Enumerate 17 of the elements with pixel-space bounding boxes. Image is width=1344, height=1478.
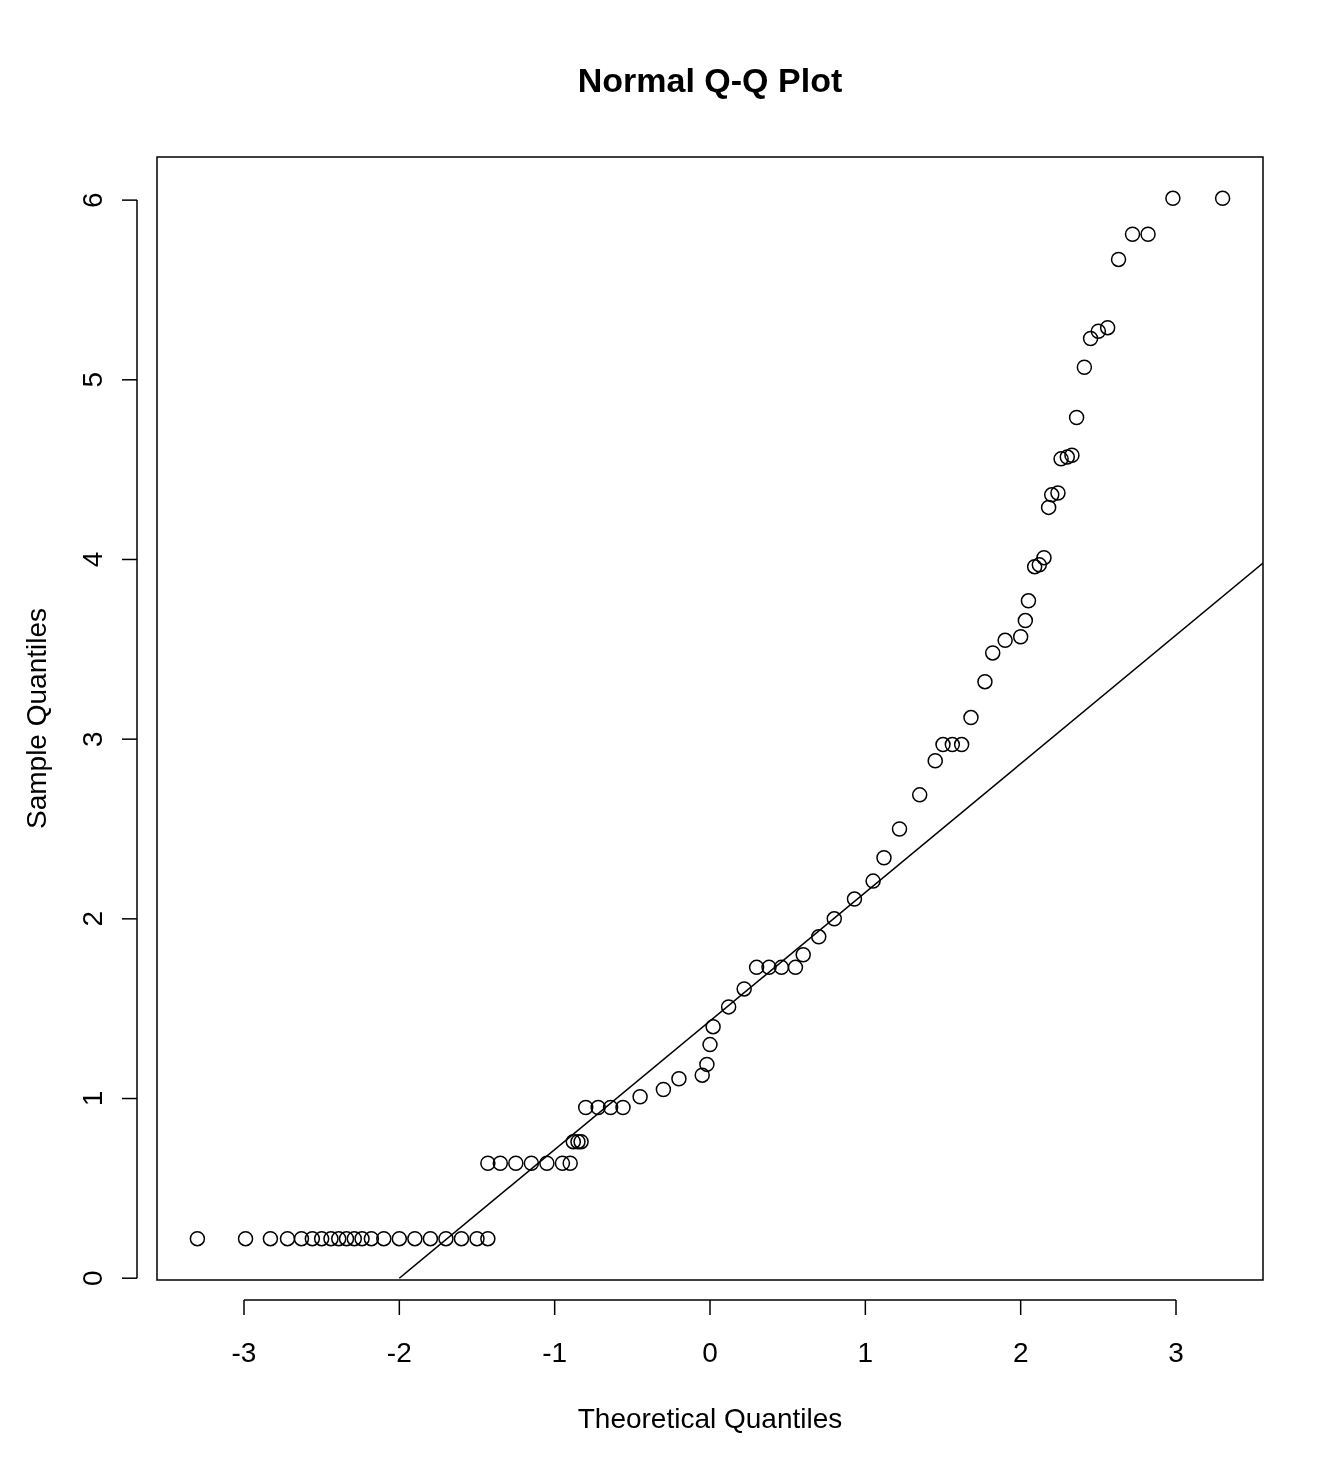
y-tick-label: 2 [77,911,108,927]
x-tick-label: -3 [231,1337,257,1368]
y-tick-label: 0 [77,1270,108,1286]
x-tick-label: -1 [542,1337,568,1368]
x-tick-label: 3 [1168,1337,1184,1368]
x-tick-label: 2 [1012,1337,1029,1368]
x-axis-title: Theoretical Quantiles [577,1403,843,1434]
chart-title: Normal Q-Q Plot [577,61,843,99]
x-tick-label: -2 [386,1337,412,1368]
y-tick-label: 1 [77,1090,108,1107]
y-tick-label: 3 [77,731,108,747]
y-axis-title: Sample Quantiles [21,607,52,830]
y-tick-label: 5 [77,372,108,388]
y-tick-label: 4 [77,551,108,568]
x-tick-label: 0 [702,1337,718,1368]
x-tick-label: 1 [857,1337,874,1368]
y-tick-label: 6 [77,192,108,208]
